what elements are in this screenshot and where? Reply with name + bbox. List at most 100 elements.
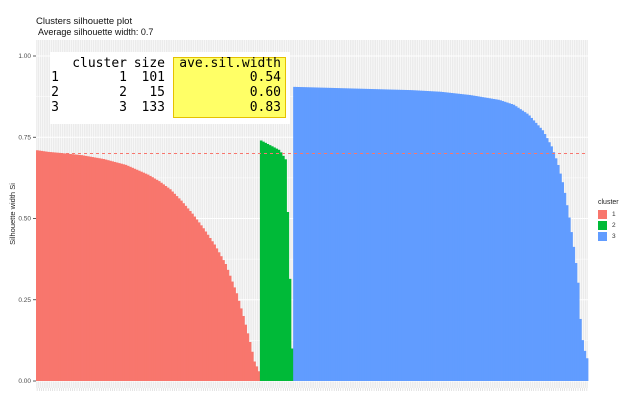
silhouette-bar [191,213,194,381]
silhouette-bar [348,88,352,382]
silhouette-bar [93,157,97,381]
silhouette-bar [570,232,573,381]
y-axis-title: Silhouette width Si [8,183,17,245]
silhouette-bar [406,90,409,381]
legend-key-swatch [598,232,607,241]
silhouette-bar [282,155,285,381]
silhouette-bar [315,87,318,381]
silhouette-bar [220,256,223,381]
silhouette-bar [80,155,83,381]
table-cell: 0.54 [249,70,281,85]
silhouette-bar [91,157,95,381]
silhouette-bar [208,238,212,381]
silhouette-bar [175,196,179,381]
silhouette-bar [317,87,321,381]
silhouette-bar [78,154,81,381]
silhouette-bar [463,94,467,381]
silhouette-bar [102,159,106,381]
silhouette-bar [142,172,146,381]
silhouette-bar [481,97,485,382]
silhouette-bar [561,182,565,381]
silhouette-bar [153,178,157,381]
silhouette-bar [62,153,66,381]
silhouette-bar [109,160,112,381]
silhouette-bar [155,179,159,381]
silhouette-bar [270,146,274,381]
silhouette-bar [118,163,121,381]
silhouette-bar [339,88,343,382]
silhouette-bar [335,88,338,382]
silhouette-bar [326,87,330,382]
silhouette-bar [556,164,560,381]
silhouette-bar [576,282,580,381]
chart-subtitle: Average silhouette width: 0.7 [38,27,154,37]
silhouette-bar [106,160,110,381]
chart-title: Clusters silhouette plot [36,16,133,27]
silhouette-bar [135,169,139,381]
silhouette-bar [415,90,418,381]
silhouette-bar [508,103,511,381]
silhouette-bar [302,87,305,381]
silhouette-bar [86,156,90,381]
silhouette-bar [233,287,236,381]
silhouette-bar [457,93,460,381]
silhouette-bar [377,89,381,381]
silhouette-bar [368,88,372,381]
silhouette-bar [157,181,161,381]
silhouette-bar [266,143,270,381]
table-cell: 1 [119,70,127,85]
silhouette-bar [417,90,420,382]
silhouette-bar [441,91,445,381]
silhouette-bar [439,91,443,381]
silhouette-bar [277,149,281,381]
silhouette-bar [244,324,248,381]
silhouette-bar [459,93,463,381]
table-row-index: 3 [51,100,59,115]
silhouette-bar [401,89,405,381]
silhouette-bar [308,87,312,381]
silhouette-bar [82,155,86,381]
silhouette-bar [222,260,225,381]
silhouette-bar [490,98,494,381]
silhouette-bar [534,122,538,381]
silhouette-bar [224,264,228,381]
legend: cluster 1 2 3 [598,199,619,242]
silhouette-bar [357,88,361,381]
silhouette-bar [454,93,458,382]
silhouette-bar [523,112,527,382]
silhouette-bar [95,157,99,381]
legend-item: 3 [598,231,619,242]
silhouette-bar [120,163,123,381]
silhouette-bar [64,153,68,381]
silhouette-bar [497,99,500,382]
silhouette-bar [253,361,256,381]
silhouette-bar [288,278,292,381]
silhouette-bar [293,86,296,381]
silhouette-bar [470,95,474,381]
silhouette-bar [421,90,425,382]
silhouette-bar [126,165,130,381]
legend-item: 2 [598,220,619,231]
silhouette-bar [310,87,314,381]
legend-title: cluster [598,199,619,206]
silhouette-bar [574,263,578,381]
silhouette-bar [512,104,516,381]
silhouette-bar [395,89,398,382]
silhouette-bar [543,134,547,381]
silhouette-bar [350,88,354,382]
legend-key-swatch [598,221,607,230]
silhouette-bar [204,231,208,381]
silhouette-bar [49,152,52,381]
silhouette-bar [169,189,172,381]
silhouette-bar [264,142,267,381]
silhouette-bar [379,89,383,381]
silhouette-bar [381,89,385,381]
silhouette-bar [579,318,582,381]
silhouette-bar [386,89,389,381]
silhouette-bar [137,170,141,381]
silhouette-bar [284,159,287,381]
y-tick-label: 0.25 [18,297,31,304]
table-cell: 15 [149,85,165,100]
silhouette-bar [36,150,39,381]
